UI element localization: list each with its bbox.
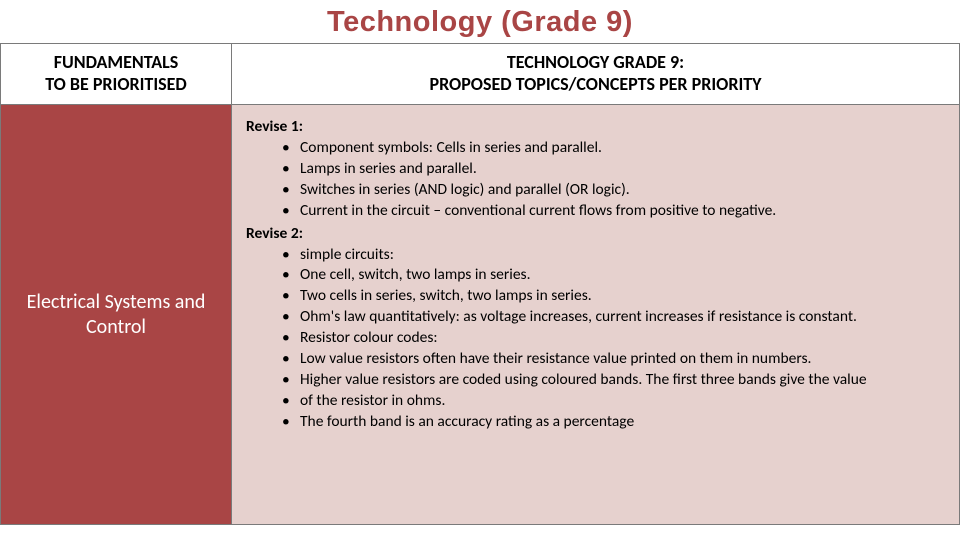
list-item: Lamps in series and parallel. (282, 159, 941, 180)
header-topics-line2: PROPOSED TOPICS/CONCEPTS PER PRIORITY (429, 74, 761, 96)
page-title: Technology (Grade 9) (0, 0, 960, 43)
list-item: of the resistor in ohms. (282, 391, 941, 412)
list-item: One cell, switch, two lamps in series. (282, 265, 941, 286)
revise2-label: Revise 2: (246, 224, 941, 245)
list-item: The fourth band is an accuracy rating as… (282, 412, 941, 433)
list-item: simple circuits: (282, 245, 941, 266)
list-item: Current in the circuit – conventional cu… (282, 201, 941, 222)
header-fundamentals-line2: TO BE PRIORITISED (45, 74, 187, 96)
list-item: Two cells in series, switch, two lamps i… (282, 286, 941, 307)
list-item: Higher value resistors are coded using c… (282, 370, 941, 391)
list-item: Component symbols: Cells in series and p… (282, 138, 941, 159)
fundamental-cell: Electrical Systems and Control (0, 105, 232, 525)
header-fundamentals: FUNDAMENTALS TO BE PRIORITISED (0, 43, 232, 105)
list-item: Ohm's law quantitatively: as voltage inc… (282, 307, 941, 328)
revise2-list: simple circuits: One cell, switch, two l… (246, 245, 941, 433)
header-topics: TECHNOLOGY GRADE 9: PROPOSED TOPICS/CONC… (232, 43, 960, 105)
list-item: Resistor colour codes: (282, 328, 941, 349)
revise1-list: Component symbols: Cells in series and p… (246, 138, 941, 222)
header-topics-line1: TECHNOLOGY GRADE 9: (507, 52, 684, 74)
revise1-label: Revise 1: (246, 117, 941, 138)
header-fundamentals-line1: FUNDAMENTALS (54, 52, 179, 74)
list-item: Low value resistors often have their res… (282, 349, 941, 370)
fundamental-label: Electrical Systems and Control (7, 290, 225, 340)
content-row: Electrical Systems and Control Revise 1:… (0, 105, 960, 525)
header-row: FUNDAMENTALS TO BE PRIORITISED TECHNOLOG… (0, 43, 960, 105)
list-item: Switches in series (AND logic) and paral… (282, 180, 941, 201)
topics-cell: Revise 1: Component symbols: Cells in se… (232, 105, 960, 525)
